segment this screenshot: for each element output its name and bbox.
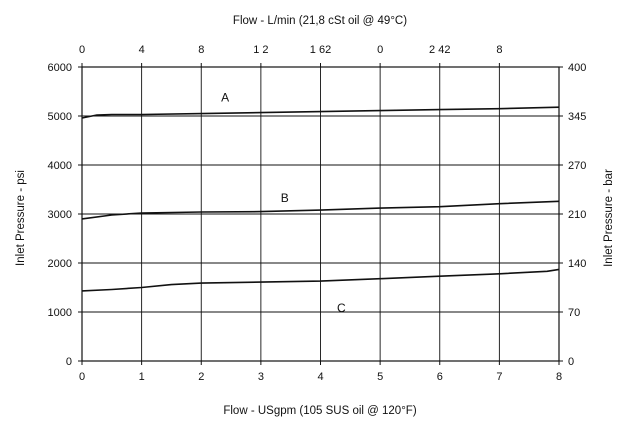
series-labels: A B C bbox=[221, 90, 346, 315]
series-line-c bbox=[81, 268, 560, 292]
top-tick-label: 8 bbox=[198, 44, 204, 56]
y-tick-label: 2000 bbox=[48, 258, 72, 270]
y2-tick-label: 270 bbox=[568, 160, 586, 172]
series-line-b bbox=[81, 200, 560, 220]
top-tick-label: 0 bbox=[377, 44, 383, 56]
y2-axis-label: Inlet Pressure - bar bbox=[603, 169, 615, 267]
top-tick-label: 4 bbox=[139, 44, 145, 56]
top-tick-label: 0 bbox=[79, 44, 85, 56]
x-tick-label: 8 bbox=[556, 371, 562, 383]
y2-tick-label: 70 bbox=[568, 307, 580, 319]
y2-tick-label: 345 bbox=[568, 111, 586, 123]
y-tick-label: 1000 bbox=[48, 307, 72, 319]
x-tick-label: 6 bbox=[437, 371, 443, 383]
top-tick-label: 2 42 bbox=[429, 44, 450, 56]
y-tick-label: 3000 bbox=[48, 209, 72, 221]
series-label-a: A bbox=[221, 90, 229, 104]
x-tick-label: 0 bbox=[79, 371, 85, 383]
series-lines bbox=[81, 106, 560, 292]
y-tick-label: 0 bbox=[66, 356, 72, 368]
y-tick-label: 5000 bbox=[48, 111, 72, 123]
y-axis-ticks: 0 1000 2000 3000 4000 5000 6000 bbox=[48, 62, 82, 368]
series-label-c: C bbox=[337, 301, 346, 315]
x-tick-label: 4 bbox=[317, 371, 323, 383]
y-tick-label: 4000 bbox=[48, 160, 72, 172]
x-tick-label: 7 bbox=[496, 371, 502, 383]
y-tick-label: 6000 bbox=[48, 62, 72, 74]
y-axis-label: Inlet Pressure - psi bbox=[15, 170, 27, 266]
y2-axis-ticks: 0 70 140 210 270 345 400 bbox=[559, 62, 586, 368]
top-axis-label: Flow - L/min (21,8 cSt oil @ 49°C) bbox=[233, 15, 407, 27]
series-label-b: B bbox=[281, 191, 289, 205]
top-tick-label: 1 2 bbox=[253, 44, 268, 56]
x-axis-ticks: 0 1 2 3 4 5 6 7 8 bbox=[79, 361, 562, 383]
top-tick-label: 8 bbox=[496, 44, 502, 56]
y2-tick-label: 140 bbox=[568, 258, 586, 270]
y2-tick-label: 400 bbox=[568, 62, 586, 74]
y2-tick-label: 0 bbox=[568, 356, 574, 368]
x-tick-label: 1 bbox=[139, 371, 145, 383]
x-axis-label: Flow - USgpm (105 SUS oil @ 120°F) bbox=[223, 405, 416, 417]
top-axis-ticks: 0 4 8 1 2 1 62 0 2 42 8 bbox=[79, 44, 502, 67]
top-tick-label: 1 62 bbox=[310, 44, 331, 56]
x-tick-label: 2 bbox=[198, 371, 204, 383]
x-tick-label: 5 bbox=[377, 371, 383, 383]
x-tick-label: 3 bbox=[258, 371, 264, 383]
y2-tick-label: 210 bbox=[568, 209, 586, 221]
grid-lines bbox=[82, 67, 559, 361]
series-line-a bbox=[81, 106, 560, 119]
